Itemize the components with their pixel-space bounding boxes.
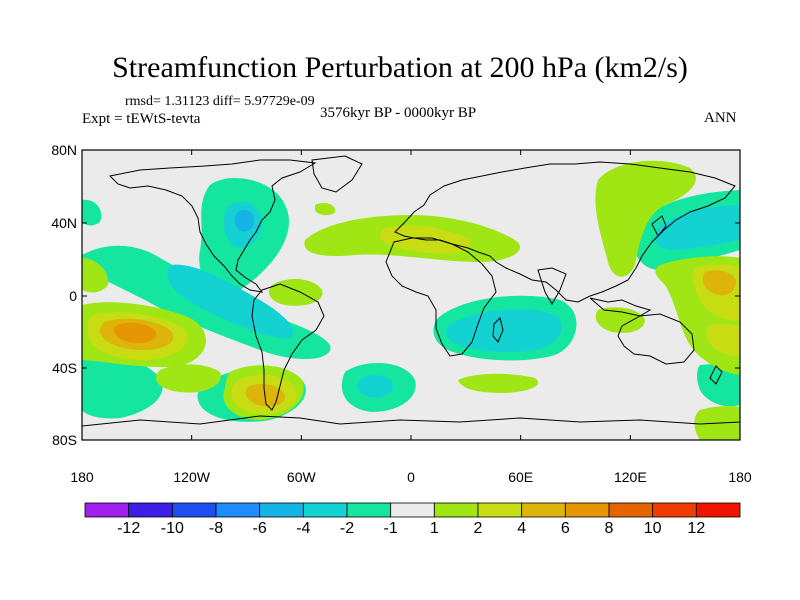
- contour-pos4: [114, 322, 157, 344]
- contour-neg1: [697, 364, 740, 407]
- southeast-asia-islands-outline: [589, 297, 652, 317]
- contour-pos1: [595, 160, 696, 277]
- new-zealand-outline: [709, 365, 723, 385]
- colorbar-label: -4: [296, 520, 310, 537]
- lat-tick-label: 40S: [52, 360, 77, 376]
- contour-pos1: [315, 202, 336, 216]
- contour-pos3: [702, 270, 737, 296]
- colorbar-swatch: [564, 502, 610, 518]
- plot-title: Streamfunction Perturbation at 200 hPa (…: [112, 51, 688, 84]
- contour-neg1: [82, 199, 102, 226]
- lat-tick-label: 80N: [51, 142, 77, 158]
- coastlines: [82, 155, 740, 427]
- greenland-outline: [311, 155, 363, 193]
- contour-pos2: [706, 323, 740, 356]
- lon-tick-label: 60E: [508, 469, 533, 485]
- contour-pos1: [458, 373, 539, 393]
- colorbar-swatch: [259, 502, 304, 518]
- colorbar-swatch: [84, 502, 130, 518]
- south-america-outline: [251, 283, 325, 411]
- lat-tick-label: 40N: [51, 215, 77, 231]
- season-label: ANN: [704, 110, 737, 126]
- colorbar-label: -1: [384, 520, 398, 537]
- lon-tick-label: 120E: [614, 469, 647, 485]
- north-america-outline: [108, 159, 317, 293]
- colorbar-label: -12: [117, 520, 140, 537]
- colorbar-swatch: [128, 502, 173, 518]
- lon-tick-label: 180: [728, 469, 752, 485]
- colorbar-label: -2: [340, 520, 354, 537]
- contour-pos1: [82, 258, 109, 293]
- colorbar-label: 2: [474, 520, 483, 537]
- map-axes: 80N 40N 0 40S 80S 180 120W 60W 0 60E 120E 180: [51, 142, 752, 485]
- rmsd-diff-stats: rmsd= 1.31123 diff= 5.97729e-09: [125, 94, 315, 109]
- colorbar-label: 6: [561, 520, 570, 537]
- lat-tick-label: 80S: [52, 432, 77, 448]
- contour-pos1: [268, 278, 323, 306]
- africa-outline: [385, 237, 497, 357]
- colorbar-label: 10: [644, 520, 662, 537]
- lon-tick-label: 120W: [173, 469, 210, 485]
- colorbar-swatch: [215, 502, 261, 518]
- colorbar-swatch: [695, 502, 741, 518]
- australia-outline: [617, 313, 695, 365]
- colorbar-swatch: [302, 502, 348, 518]
- colorbar-swatch: [608, 502, 654, 518]
- contour-pos1: [156, 364, 221, 393]
- colorbar-label: 1: [430, 520, 439, 537]
- colorbar-swatch: [477, 502, 523, 518]
- colorbar-swatch: [346, 502, 392, 518]
- colorbar-label: 12: [687, 520, 705, 537]
- colorbar-label: 8: [605, 520, 614, 537]
- colorbar-swatch: [171, 502, 217, 518]
- japan-outline: [651, 215, 667, 237]
- colorbar-swatch: [390, 502, 435, 518]
- contour-neg2: [446, 309, 563, 353]
- lon-tick-label: 60W: [287, 469, 317, 485]
- india-outline: [537, 267, 567, 305]
- colorbar-labels: -12 -10 -8 -6 -4 -2 -1 1 2 4 6 8 10 12: [117, 520, 705, 537]
- lon-tick-label: 180: [70, 469, 94, 485]
- colorbar-label: -8: [209, 520, 223, 537]
- antarctica-outline: [82, 415, 740, 427]
- contour-neg2: [654, 205, 740, 250]
- contour-pos1: [595, 307, 645, 333]
- madagascar-outline: [492, 317, 504, 343]
- colorbar-label: -10: [161, 520, 184, 537]
- colorbar-label: 4: [517, 520, 526, 537]
- europe-asia-outline: [394, 161, 736, 303]
- lat-tick-label: 0: [69, 288, 77, 304]
- colorbar-label: -6: [253, 520, 267, 537]
- colorbar-boxes: [84, 502, 741, 518]
- contour-neg2: [167, 264, 294, 339]
- contour-neg3: [234, 209, 255, 232]
- contour-neg2: [357, 375, 393, 398]
- time-period-label: 3576kyr BP - 0000kyr BP: [320, 105, 477, 121]
- experiment-label: Expt = tEWtS-tevta: [82, 111, 201, 127]
- lon-tick-label: 0: [407, 469, 415, 485]
- colorbar-swatch: [652, 502, 697, 518]
- colorbar-swatch: [433, 502, 479, 518]
- colorbar-swatch: [521, 502, 566, 518]
- contour-neg1: [82, 350, 163, 419]
